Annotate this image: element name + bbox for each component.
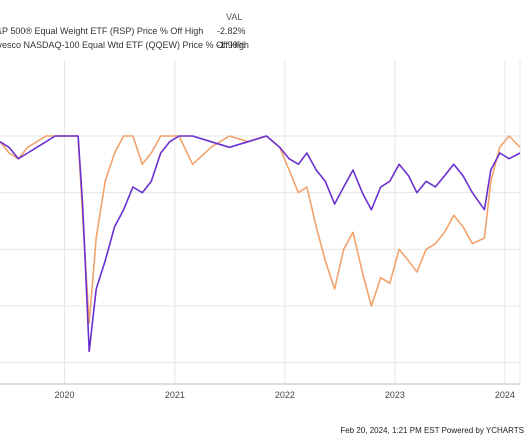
legend-row-rsp[interactable]: S&P 500® Equal Weight ETF (RSP) Price % … <box>0 26 530 40</box>
chart-legend: VAL S&P 500® Equal Weight ETF (RSP) Pric… <box>0 0 530 60</box>
legend-value-header: VAL <box>226 12 243 22</box>
x-tick-label: 2024 <box>495 390 515 400</box>
x-tick-label: 2023 <box>385 390 405 400</box>
series-line-rsp <box>0 135 521 353</box>
x-tick-label: 2022 <box>275 390 295 400</box>
legend-series-name: Invesco NASDAQ-100 Equal Wtd ETF (QQEW) … <box>0 40 249 50</box>
legend-series-value: -2.82% <box>217 26 246 36</box>
footer-credit: Feb 20, 2024, 1:21 PM EST Powered by YCH… <box>340 426 524 435</box>
legend-series-name: S&P 500® Equal Weight ETF (RSP) Price % … <box>0 26 204 36</box>
x-tick-label: 2020 <box>54 390 74 400</box>
series-line-qqew <box>0 135 521 324</box>
legend-series-value: -1.90% <box>217 40 246 50</box>
x-tick-label: 2021 <box>165 390 185 400</box>
legend-row-qqew[interactable]: Invesco NASDAQ-100 Equal Wtd ETF (QQEW) … <box>0 40 530 54</box>
